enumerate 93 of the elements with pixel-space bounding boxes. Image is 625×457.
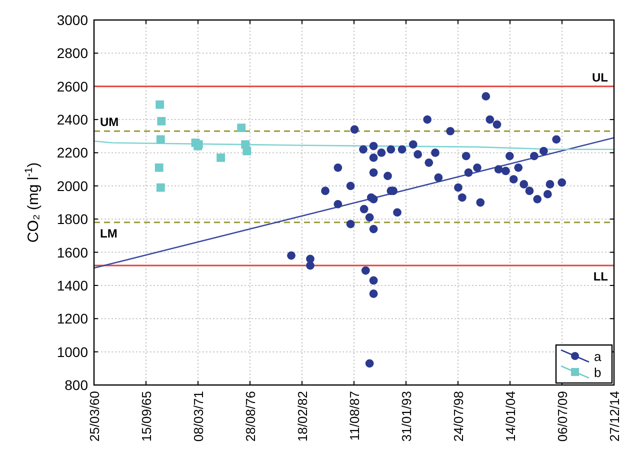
x-tick-label: 28/08/76 (243, 391, 258, 442)
point (346, 220, 355, 228)
point (530, 152, 538, 160)
y-tick-label: 3000 (56, 12, 88, 28)
y-tick-label: 800 (64, 377, 88, 393)
x-tick-label: 25/03/60 (87, 391, 102, 442)
y-tick-label: 2600 (56, 78, 88, 94)
point (369, 276, 378, 285)
point (514, 163, 523, 172)
y-tick-label: 1000 (56, 344, 88, 360)
y-tick-label: 2400 (56, 112, 88, 128)
point (486, 115, 494, 124)
point (520, 180, 528, 188)
point (360, 204, 368, 214)
point (482, 92, 490, 101)
point (157, 117, 166, 126)
point (237, 124, 246, 132)
point (462, 152, 470, 160)
point (424, 158, 434, 167)
point (321, 186, 330, 196)
point (464, 168, 473, 177)
point (423, 115, 432, 124)
point (156, 135, 165, 144)
point (156, 100, 164, 109)
point (539, 146, 548, 156)
point (377, 148, 386, 157)
point (369, 290, 378, 298)
legend-label: a (594, 349, 602, 364)
point (434, 173, 443, 182)
y-tick-label: 2200 (56, 144, 88, 161)
y-tick-label: 1400 (56, 277, 88, 294)
x-tick-label: 15/09/65 (139, 391, 154, 442)
x-tick-label: 11/08/87 (347, 391, 362, 441)
point (334, 163, 342, 172)
point (492, 120, 502, 129)
point (393, 208, 402, 217)
ref-line-label: UL (592, 70, 608, 84)
ref-line-label: UM (100, 115, 119, 130)
y-tick-label: 2800 (56, 45, 88, 62)
point (454, 183, 462, 192)
point (154, 163, 164, 172)
legend-label: b (594, 365, 602, 380)
point (414, 150, 422, 159)
point (533, 194, 542, 204)
ref-line-label: LM (100, 226, 118, 240)
x-tick-label: 14/01/04 (503, 391, 518, 442)
y-tick-label: 1200 (56, 310, 88, 327)
point (509, 175, 518, 184)
point (431, 148, 440, 157)
point (458, 193, 466, 202)
x-tick-label: 18/02/82 (295, 391, 310, 442)
point (369, 224, 378, 234)
point (473, 163, 482, 172)
point (359, 145, 368, 154)
point (156, 183, 165, 192)
point (398, 145, 406, 154)
point (369, 154, 378, 162)
point (546, 180, 554, 188)
y-tick-label: 1600 (56, 244, 88, 260)
y-tick-label: 1800 (56, 211, 88, 228)
ref-line-label: LL (593, 270, 608, 284)
point (505, 152, 514, 160)
point (369, 168, 378, 177)
point (350, 125, 359, 134)
point (552, 135, 561, 144)
point (525, 186, 534, 196)
point (365, 359, 374, 368)
point (408, 140, 418, 149)
point (543, 190, 552, 198)
point (446, 126, 455, 136)
point (476, 198, 485, 207)
point (369, 142, 378, 150)
point (494, 165, 503, 174)
point (501, 166, 510, 176)
point (558, 178, 566, 187)
point (334, 200, 342, 208)
point (242, 146, 252, 156)
point (361, 266, 370, 275)
x-tick-label: 08/03/71 (191, 391, 206, 442)
point (365, 213, 374, 222)
point (287, 251, 296, 260)
point (216, 154, 225, 162)
x-tick-label: 31/01/93 (399, 391, 414, 442)
x-tick-label: 24/07/98 (451, 391, 466, 442)
y-tick-label: 2000 (56, 178, 88, 194)
point (384, 172, 392, 180)
line-series (93, 140, 615, 150)
x-tick-label: 27/12/14 (607, 391, 622, 442)
point (306, 261, 314, 270)
point (386, 145, 396, 154)
x-tick-label: 06/07/09 (555, 391, 570, 442)
point (369, 194, 378, 204)
point (346, 182, 355, 190)
